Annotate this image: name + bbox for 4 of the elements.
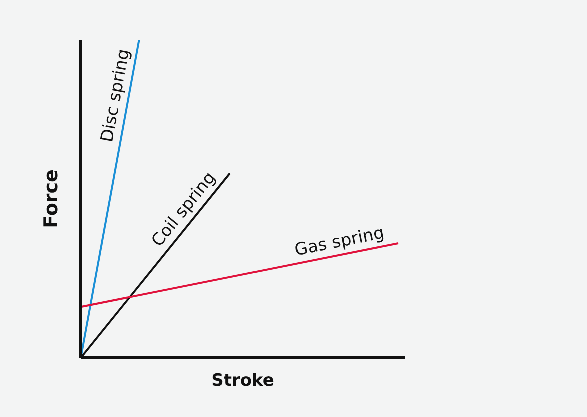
x-axis-title: Stroke bbox=[212, 371, 274, 391]
text: Disc spring bbox=[98, 48, 134, 144]
text: Gas spring bbox=[293, 223, 386, 261]
y-axis-title: Force bbox=[40, 170, 63, 228]
